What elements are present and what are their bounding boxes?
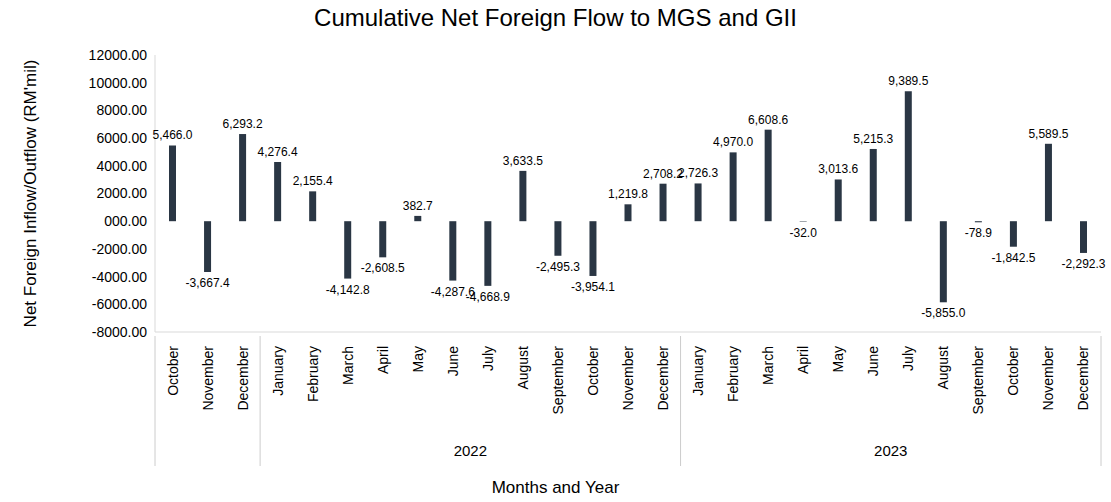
svg-text:3,013.6: 3,013.6	[818, 162, 858, 176]
svg-text:10000.00: 10000.00	[89, 75, 148, 91]
svg-text:July: July	[900, 346, 916, 371]
svg-text:3,633.5: 3,633.5	[503, 154, 543, 168]
svg-text:June: June	[865, 346, 881, 377]
svg-text:March: March	[340, 346, 356, 385]
svg-text:October: October	[1005, 346, 1021, 396]
svg-text:-4000.00: -4000.00	[92, 269, 147, 285]
svg-text:2023: 2023	[874, 442, 907, 459]
svg-text:April: April	[375, 346, 391, 374]
svg-text:382.7: 382.7	[403, 199, 433, 213]
svg-text:5,215.3: 5,215.3	[853, 132, 893, 146]
svg-text:-5,855.0: -5,855.0	[921, 306, 965, 320]
svg-text:6,608.6: 6,608.6	[748, 113, 788, 127]
svg-text:12000.00: 12000.00	[89, 47, 148, 63]
svg-text:-3,667.4: -3,667.4	[186, 276, 230, 290]
svg-text:November: November	[1040, 346, 1056, 411]
svg-text:May: May	[410, 346, 426, 372]
svg-text:6,293.2: 6,293.2	[223, 117, 263, 131]
svg-text:9,389.5: 9,389.5	[888, 74, 928, 88]
svg-text:June: June	[445, 346, 461, 377]
svg-text:6000.00: 6000.00	[96, 130, 147, 146]
svg-text:-2,608.5: -2,608.5	[361, 261, 405, 275]
svg-text:February: February	[725, 346, 741, 402]
svg-text:4,970.0: 4,970.0	[713, 135, 753, 149]
svg-text:May: May	[830, 346, 846, 372]
svg-text:November: November	[620, 346, 636, 411]
svg-text:November: November	[200, 346, 216, 411]
svg-text:April: April	[795, 346, 811, 374]
svg-text:2,708.2: 2,708.2	[643, 166, 684, 181]
svg-text:March: March	[760, 346, 776, 385]
svg-text:September: September	[550, 346, 566, 415]
html-text:Months and Year: Months and Year	[491, 478, 620, 497]
svg-text:5,466.0: 5,466.0	[152, 128, 192, 142]
svg-text:October: October	[165, 346, 181, 396]
svg-text:-4,668.9: -4,668.9	[466, 290, 510, 304]
svg-text:-2,495.3: -2,495.3	[536, 260, 580, 274]
svg-text:February: February	[305, 346, 321, 402]
svg-text:-2,292.3: -2,292.3	[1061, 257, 1103, 271]
svg-text:September: September	[970, 346, 986, 415]
svg-text:-6000.00: -6000.00	[92, 296, 147, 312]
svg-text:-78.9: -78.9	[965, 226, 993, 240]
html-text:Cumulative Net Foreign Flow to: Cumulative Net Foreign Flow to MGS and G…	[314, 4, 797, 31]
svg-text:-32.0: -32.0	[790, 226, 818, 240]
svg-text:4000.00: 4000.00	[96, 158, 147, 174]
svg-text:2022: 2022	[454, 442, 487, 459]
svg-text:-4,287.6: -4,287.6	[430, 284, 475, 299]
svg-text:December: December	[235, 346, 251, 411]
svg-text:July: July	[480, 346, 496, 371]
svg-text:000.00: 000.00	[104, 213, 147, 229]
svg-text:4,276.4: 4,276.4	[258, 145, 298, 159]
svg-text:1,219.8: 1,219.8	[608, 187, 648, 201]
svg-text:Net Foreign Inflow/Outflow (RM: Net Foreign Inflow/Outflow (RM'mil)	[21, 60, 40, 328]
svg-text:January: January	[690, 346, 706, 396]
svg-text:December: December	[655, 346, 671, 411]
svg-text:January: January	[270, 346, 286, 396]
svg-text:October: October	[585, 346, 601, 396]
svg-text:August: August	[935, 346, 951, 390]
svg-text:August: August	[515, 346, 531, 390]
svg-text:2,726.3: 2,726.3	[678, 166, 718, 180]
svg-text:8000.00: 8000.00	[96, 102, 147, 118]
svg-text:-2000.00: -2000.00	[92, 241, 147, 257]
svg-text:-3,954.1: -3,954.1	[571, 280, 615, 294]
svg-text:2,155.4: 2,155.4	[293, 174, 333, 188]
svg-text:-4,142.8: -4,142.8	[326, 283, 370, 297]
svg-text:-1,842.5: -1,842.5	[991, 251, 1035, 265]
svg-text:-8000.00: -8000.00	[92, 324, 147, 340]
svg-text:5,589.5: 5,589.5	[1028, 127, 1068, 141]
svg-text:December: December	[1075, 346, 1091, 411]
svg-text:2000.00: 2000.00	[96, 185, 147, 201]
